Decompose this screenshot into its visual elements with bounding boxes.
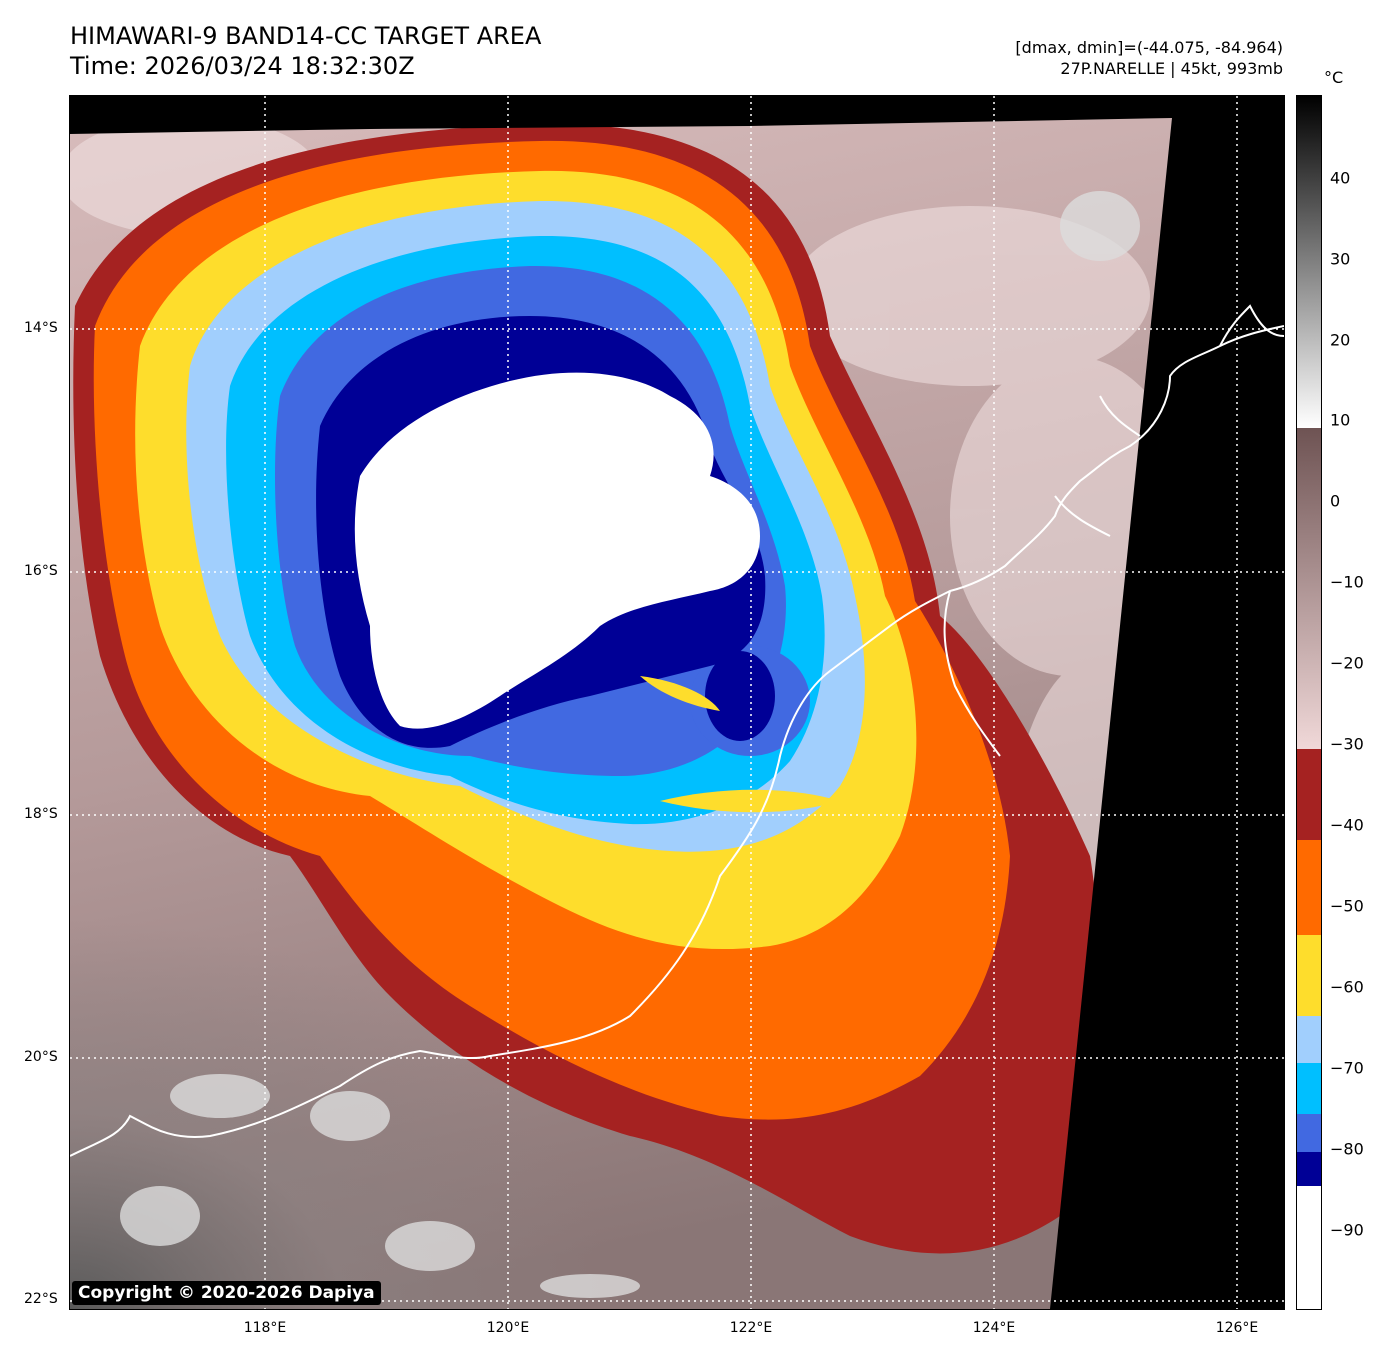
lat-label-16s: 16°S [24, 563, 58, 579]
imagery [70, 96, 1284, 1309]
lon-label-120e: 120°E [486, 1320, 530, 1336]
coastline [70, 304, 1284, 1157]
colorbar-segment-orange [1297, 840, 1321, 935]
colorbar-tick: −80 [1330, 1139, 1364, 1159]
colorbar-unit: °C [1324, 68, 1344, 87]
colorbar-segment-white [1297, 1186, 1321, 1309]
colorbar-segment-brown [1297, 428, 1321, 749]
colorbar-tick: −70 [1330, 1058, 1364, 1078]
colorbar-segment-cyan [1297, 1063, 1321, 1114]
chart-title: HIMAWARI-9 BAND14-CC TARGET AREA [70, 22, 542, 50]
chart-time: Time: 2026/03/24 18:32:30Z [70, 52, 415, 80]
colorbar-tick: 40 [1330, 168, 1351, 188]
storm-info: 27P.NARELLE | 45kt, 993mb [1060, 59, 1283, 78]
colorbar-tick: 20 [1330, 330, 1351, 350]
colorbar-segment-yellow [1297, 935, 1321, 1016]
colorbar-tick: 0 [1330, 491, 1341, 511]
colorbar-tick: 10 [1330, 410, 1351, 430]
colorbar-tick: −40 [1330, 815, 1364, 835]
colorbar-tick: 30 [1330, 249, 1351, 269]
lon-label-118e: 118°E [243, 1320, 287, 1336]
copyright-label: Copyright © 2020-2026 Dapiya [72, 1281, 381, 1305]
graticule [70, 96, 1284, 1309]
lat-label-18s: 18°S [24, 806, 58, 822]
cold-cloud-shield [73, 123, 1099, 1254]
colorbar-tick: −60 [1330, 977, 1364, 997]
colorbar-segment-royal-blue [1297, 1114, 1321, 1152]
lat-label-20s: 20°S [24, 1049, 58, 1065]
satellite-map [69, 95, 1285, 1310]
lat-label-14s: 14°S [24, 320, 58, 336]
inner-yellow-bands [640, 676, 840, 813]
colorbar-tick: −50 [1330, 896, 1364, 916]
colorbar-segment-navy [1297, 1152, 1321, 1186]
colorbar-segment-light-blue [1297, 1016, 1321, 1063]
no-data-top-edge [70, 96, 1284, 134]
colorbar-tick: −20 [1330, 653, 1364, 673]
lat-label-22s: 22°S [24, 1291, 58, 1307]
colorbar-tick: −30 [1330, 734, 1364, 754]
lon-label-122e: 122°E [729, 1320, 773, 1336]
data-range: [dmax, dmin]=(-44.075, -84.964) [1015, 38, 1283, 57]
colorbar-segment-warm [1297, 96, 1321, 428]
no-data-region [1050, 118, 1284, 1309]
colorbar-tick: −10 [1330, 572, 1364, 592]
colorbar [1296, 95, 1322, 1310]
lon-label-124e: 124°E [972, 1320, 1016, 1336]
colorbar-segment-dark-red [1297, 749, 1321, 840]
lon-label-126e: 126°E [1215, 1320, 1259, 1336]
colorbar-tick: −90 [1330, 1220, 1364, 1240]
